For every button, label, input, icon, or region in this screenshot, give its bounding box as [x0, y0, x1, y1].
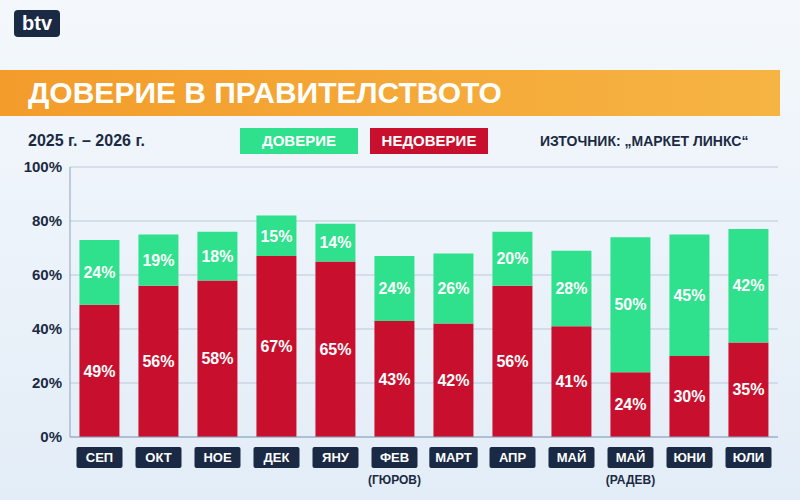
- svg-text:19%: 19%: [142, 252, 174, 269]
- svg-text:18%: 18%: [201, 248, 233, 265]
- svg-text:14%: 14%: [319, 234, 351, 251]
- svg-text:20%: 20%: [496, 250, 528, 267]
- svg-text:45%: 45%: [673, 287, 705, 304]
- svg-text:НОЕ: НОЕ: [203, 450, 232, 465]
- svg-text:42%: 42%: [437, 372, 469, 389]
- svg-text:ОКТ: ОКТ: [145, 450, 171, 465]
- svg-text:65%: 65%: [319, 341, 351, 358]
- svg-text:35%: 35%: [732, 381, 764, 398]
- html-text:НЕДОВЕРИЕ: НЕДОВЕРИЕ: [381, 132, 477, 149]
- html-text:2025 г. – 2026 г.: 2025 г. – 2026 г.: [28, 132, 145, 149]
- svg-text:ЯНУ: ЯНУ: [322, 450, 350, 465]
- svg-text:МАЙ: МАЙ: [616, 450, 646, 465]
- svg-text:(РАДЕВ): (РАДЕВ): [606, 473, 655, 487]
- html-text:ИЗТОЧНИК: „МАРКЕТ ЛИНКС“: ИЗТОЧНИК: „МАРКЕТ ЛИНКС“: [540, 133, 749, 149]
- svg-text:ДЕК: ДЕК: [264, 450, 290, 465]
- svg-text:26%: 26%: [437, 280, 469, 297]
- svg-text:24%: 24%: [378, 280, 410, 297]
- svg-text:ЮЛИ: ЮЛИ: [733, 450, 764, 465]
- svg-text:20%: 20%: [32, 374, 62, 391]
- svg-text:43%: 43%: [378, 371, 410, 388]
- svg-text:15%: 15%: [260, 228, 292, 245]
- svg-text:58%: 58%: [201, 350, 233, 367]
- svg-text:40%: 40%: [32, 320, 62, 337]
- svg-text:24%: 24%: [83, 264, 115, 281]
- svg-text:АПР: АПР: [499, 450, 527, 465]
- html-text:ДОВЕРИЕ В ПРАВИТЕЛСТВОТО: ДОВЕРИЕ В ПРАВИТЕЛСТВОТО: [28, 76, 502, 109]
- svg-text:ФЕВ: ФЕВ: [380, 450, 409, 465]
- svg-text:42%: 42%: [732, 277, 764, 294]
- svg-text:50%: 50%: [614, 296, 646, 313]
- svg-text:80%: 80%: [32, 212, 62, 229]
- svg-text:МАЙ: МАЙ: [557, 450, 587, 465]
- svg-text:60%: 60%: [32, 266, 62, 283]
- svg-text:49%: 49%: [83, 363, 115, 380]
- svg-text:56%: 56%: [142, 353, 174, 370]
- svg-text:ЮНИ: ЮНИ: [673, 450, 705, 465]
- svg-text:0%: 0%: [40, 428, 62, 445]
- svg-text:67%: 67%: [260, 338, 292, 355]
- svg-text:24%: 24%: [614, 396, 646, 413]
- svg-text:100%: 100%: [24, 158, 62, 175]
- svg-text:(ГЮРОВ): (ГЮРОВ): [368, 473, 421, 487]
- svg-text:28%: 28%: [555, 280, 587, 297]
- svg-text:30%: 30%: [673, 388, 705, 405]
- svg-text:МАРТ: МАРТ: [435, 450, 472, 465]
- html-text:ДОВЕРИЕ: ДОВЕРИЕ: [262, 132, 336, 149]
- svg-text:СЕП: СЕП: [86, 450, 113, 465]
- svg-text:56%: 56%: [496, 353, 528, 370]
- svg-text:41%: 41%: [555, 373, 587, 390]
- html-text:btv: btv: [22, 12, 52, 34]
